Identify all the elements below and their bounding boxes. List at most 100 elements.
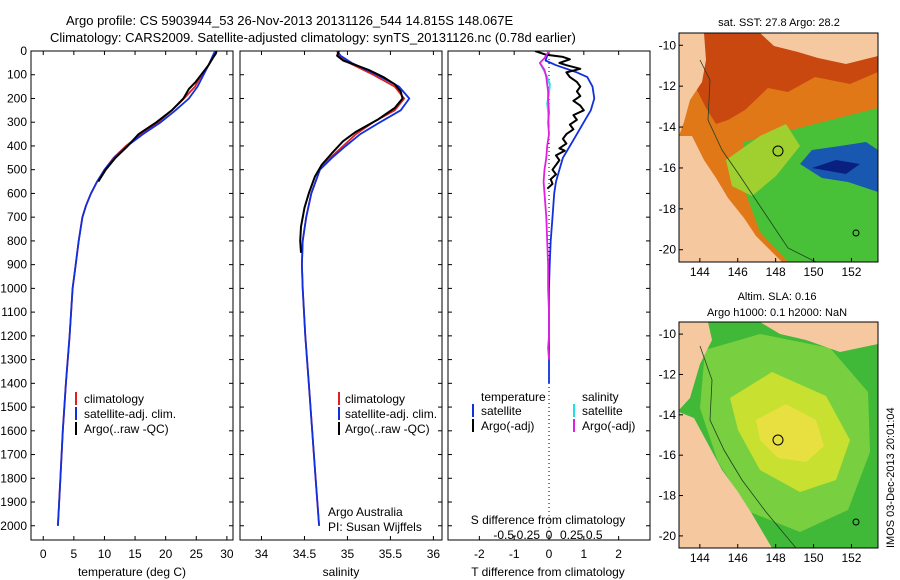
legend-label-s-satellite: satellite [582, 404, 623, 418]
x-tick-label: 34 [255, 547, 269, 561]
land-png [760, 33, 878, 64]
sla-map-frame [678, 321, 879, 549]
depth-tick-label: 900 [7, 258, 27, 272]
sst-map-ticks: 144 146 148 150 152 -10 -12 -14 -16 -18 -20 [659, 38, 862, 279]
depth-tick-label: 600 [7, 186, 27, 200]
s-tick-label: 0.25 [560, 528, 584, 542]
x-tick-label: 0 [40, 547, 47, 561]
lon-tick-label: 144 [690, 551, 710, 565]
depth-tick-label: 800 [7, 234, 27, 248]
legend-label-argo: Argo(..raw -QC) [345, 422, 430, 436]
salinity-plot-frame [239, 50, 443, 541]
difference-series [534, 51, 596, 540]
lon-tick-label: 148 [766, 551, 786, 565]
lon-tick-label: 150 [804, 265, 824, 279]
sst-map-image [679, 33, 878, 262]
sst-map: sat. SST: 27.8 Argo: 28.2 144 146 148 150 15… [659, 17, 879, 279]
bathymetry-contour [699, 59, 817, 262]
depth-tick-label: 300 [7, 115, 27, 129]
x-tick-label: -1 [509, 547, 520, 561]
difference-panel: -2 -1 0 1 2 temperature salinity satellite A… [447, 50, 651, 579]
lon-tick-label: 148 [766, 265, 786, 279]
x-tick-label: 15 [128, 547, 142, 561]
lon-tick-label: 146 [728, 551, 748, 565]
depth-tick-label: 1500 [0, 400, 27, 414]
temperature-panel: 0 5 10 15 20 25 30 climatology satellite-adj. … [30, 50, 234, 579]
sla-map-image [679, 322, 878, 548]
legend-label-t-argo: Argo(-adj) [481, 419, 534, 433]
series-line-s-argo-adj- [539, 51, 550, 360]
depth-tick-label: 1000 [0, 281, 27, 295]
s-difference-axis-label: S difference from climatology [471, 513, 626, 527]
imos-timestamp: IMOS 03-Dec-2013 20:01:04 [885, 407, 897, 548]
lat-tick-label: -14 [659, 408, 677, 422]
x-tick-label: 34.5 [293, 547, 317, 561]
lat-tick-label: -16 [659, 448, 677, 462]
s-tick-label: -0.25 [513, 528, 541, 542]
legend-label-argo: Argo(..raw -QC) [84, 422, 169, 436]
depth-tick-label: 1700 [0, 448, 27, 462]
sla-map-title2: Argo h1000: 0.1 h2000: NaN [707, 307, 847, 319]
x-tick-label: 20 [159, 547, 173, 561]
series-line-argo-raw-qc- [97, 51, 218, 183]
header-line2: Climatology: CARS2009. Satellite-adjuste… [50, 30, 576, 45]
temperature-legend: climatology satellite-adj. clim. Argo(..… [75, 392, 176, 436]
pi-label: PI: Susan Wijffels [328, 520, 422, 534]
sla-peak-field [756, 404, 824, 462]
legend-label-t-satellite: satellite [481, 404, 522, 418]
temperature-x-ticks: 0 5 10 15 20 25 30 [31, 50, 234, 561]
legend-label-satellite: satellite-adj. clim. [345, 407, 437, 421]
institution-label: Argo Australia [328, 505, 403, 519]
series-line-argo-raw-qc- [299, 51, 404, 253]
x-tick-label: 35 [341, 547, 355, 561]
argo-position-marker [772, 145, 784, 157]
x-tick-label: 0 [546, 547, 553, 561]
series-line-t-argo-adj- [534, 51, 585, 190]
legend-title-temperature: temperature [481, 390, 546, 404]
difference-legend: temperature salinity satellite Argo(-adj… [472, 390, 635, 433]
lat-tick-label: -16 [659, 161, 677, 175]
depth-tick-label: 1300 [0, 353, 27, 367]
salinity-legend: climatology satellite-adj. clim. Argo(..… [338, 392, 437, 436]
reference-marker [852, 229, 860, 237]
lat-tick-label: -20 [659, 243, 677, 257]
depth-tick-label: 1400 [0, 376, 27, 390]
depth-tick-label: 1900 [0, 495, 27, 509]
legend-label-climatology: climatology [84, 392, 144, 406]
sst-map-title: sat. SST: 27.8 Argo: 28.2 [718, 17, 840, 29]
argo-position-marker [772, 434, 784, 446]
x-tick-label: 10 [98, 547, 112, 561]
depth-tick-label: 500 [7, 163, 27, 177]
lat-tick-label: -18 [659, 489, 677, 503]
difference-x-ticks: -2 -1 0 1 2 [448, 50, 650, 561]
lon-tick-label: 152 [841, 265, 861, 279]
x-tick-label: 30 [220, 547, 234, 561]
temperature-plot-frame [30, 50, 234, 541]
s-tick-label: 0.5 [586, 528, 603, 542]
depth-tick-label: 400 [7, 139, 27, 153]
x-tick-label: -2 [474, 547, 485, 561]
depth-tick-label: 1200 [0, 329, 27, 343]
lon-tick-label: 150 [804, 551, 824, 565]
lon-tick-label: 144 [690, 265, 710, 279]
depth-tick-label: 1100 [1, 305, 27, 319]
s-tick-label: 0 [546, 528, 553, 542]
depth-tick-label: 700 [7, 210, 27, 224]
sla-map-ticks: 144 146 148 150 152 -10 -12 -14 -16 -18 -20 [659, 327, 862, 565]
depth-axis-labels: 0 100 200 300 400 500 600 700 800 900 1000 1100 1200… [0, 44, 27, 533]
depth-tick-label: 2000 [0, 519, 27, 533]
land-png [760, 322, 878, 352]
x-tick-label: 36 [427, 547, 441, 561]
salinity-series [299, 51, 411, 526]
t-difference-x-label: T difference from climatology [471, 565, 625, 579]
lat-tick-label: -12 [659, 367, 677, 381]
depth-tick-label: 0 [20, 44, 27, 58]
depth-tick-label: 1800 [0, 471, 27, 485]
sst-transition-zone [726, 124, 800, 196]
x-tick-label: 35.5 [379, 547, 403, 561]
lat-tick-label: -12 [659, 79, 677, 93]
lat-tick-label: -20 [659, 529, 677, 543]
salinity-x-label: salinity [323, 565, 360, 579]
s-tick-label: -0.5 [493, 528, 514, 542]
